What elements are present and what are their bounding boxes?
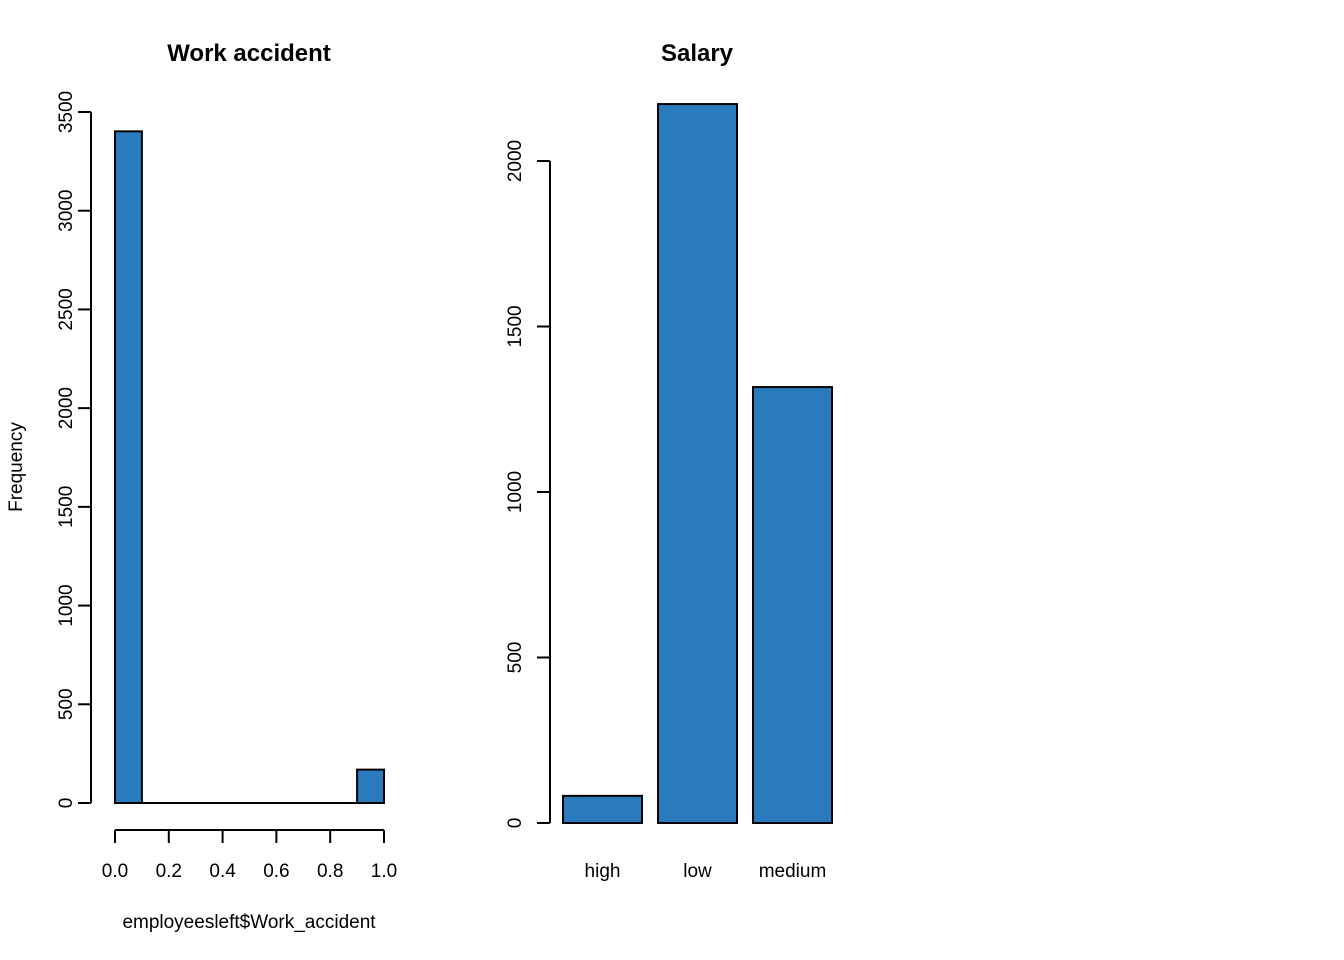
histogram-y-tick-label: 2000	[56, 387, 77, 429]
histogram-y-tick-label: 1000	[56, 584, 77, 626]
histogram-y-tick-label: 500	[56, 688, 77, 720]
histogram-y-tick-label: 2500	[56, 288, 77, 330]
salary-y-tick-label: 2000	[505, 140, 526, 182]
histogram-x-tick-label: 0.6	[263, 861, 289, 882]
histogram-y-tick-label: 3500	[56, 91, 77, 133]
salary-category-label: medium	[759, 861, 827, 882]
salary-y-tick-label: 500	[505, 642, 526, 674]
histogram-x-tick-label: 0.8	[317, 861, 343, 882]
histogram-x-axis-label: employeesleft$Work_accident	[122, 912, 376, 933]
salary-bar	[752, 386, 833, 824]
salary-y-tick-label: 1000	[505, 471, 526, 513]
histogram-x-tick-label: 1.0	[371, 861, 397, 882]
histogram-x-tick-label: 0.0	[102, 861, 128, 882]
salary-bar	[562, 794, 643, 824]
histogram-title: Work accident	[167, 40, 331, 67]
histogram-bars	[114, 130, 386, 805]
salary-y-tick-label: 0	[505, 818, 526, 829]
histogram-y-axis: 0 500 1000 1500 2000 2500 3000 3500	[56, 91, 92, 809]
histogram-bar	[114, 130, 143, 804]
salary-panel: Salary 0 500 1000 1500 2000 high low medium	[505, 40, 833, 882]
salary-category-label: high	[585, 861, 621, 882]
salary-category-label: low	[683, 861, 712, 882]
histogram-bar	[356, 768, 386, 805]
histogram-y-tick-label: 1500	[56, 486, 77, 528]
salary-y-axis: 0 500 1000 1500 2000	[505, 140, 551, 829]
histogram-x-tick-label: 0.2	[156, 861, 182, 882]
histogram-x-axis: 0.0 0.2 0.4 0.6 0.8 1.0	[102, 829, 397, 882]
histogram-panel: Work accident Frequency employeesleft$Wo…	[6, 40, 397, 933]
salary-title: Salary	[661, 40, 734, 67]
salary-bars	[562, 103, 833, 825]
histogram-y-tick-label: 0	[56, 798, 77, 809]
salary-bar	[657, 103, 738, 825]
histogram-y-tick-label: 3000	[56, 190, 77, 232]
histogram-x-tick-label: 0.4	[209, 861, 236, 882]
salary-y-tick-label: 1500	[505, 305, 526, 347]
salary-x-axis: high low medium	[585, 861, 827, 882]
histogram-y-axis-label: Frequency	[6, 422, 27, 512]
